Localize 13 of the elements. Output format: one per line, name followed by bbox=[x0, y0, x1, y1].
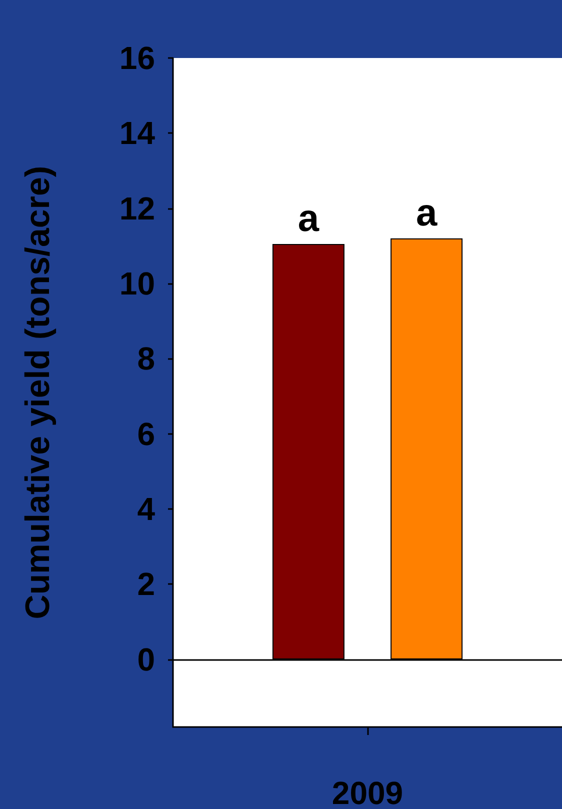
y-tick-label: 14 bbox=[119, 115, 156, 152]
y-axis-title: Cumulative yield (tons/acre) bbox=[19, 166, 57, 620]
y-tick-label: 0 bbox=[137, 641, 155, 678]
y-tick-label: 10 bbox=[119, 266, 155, 302]
y-tick-label: 4 bbox=[137, 491, 156, 528]
data-label: a bbox=[298, 198, 320, 240]
y-tick-label: 16 bbox=[119, 40, 155, 76]
y-tick-label: 6 bbox=[137, 416, 155, 452]
y-tick-label: 2 bbox=[137, 566, 155, 602]
y-tick-label: 8 bbox=[137, 340, 155, 377]
y-tick-label: 12 bbox=[119, 190, 155, 226]
x-tick-label: 2009 bbox=[332, 775, 404, 809]
data-label: a bbox=[416, 192, 438, 234]
